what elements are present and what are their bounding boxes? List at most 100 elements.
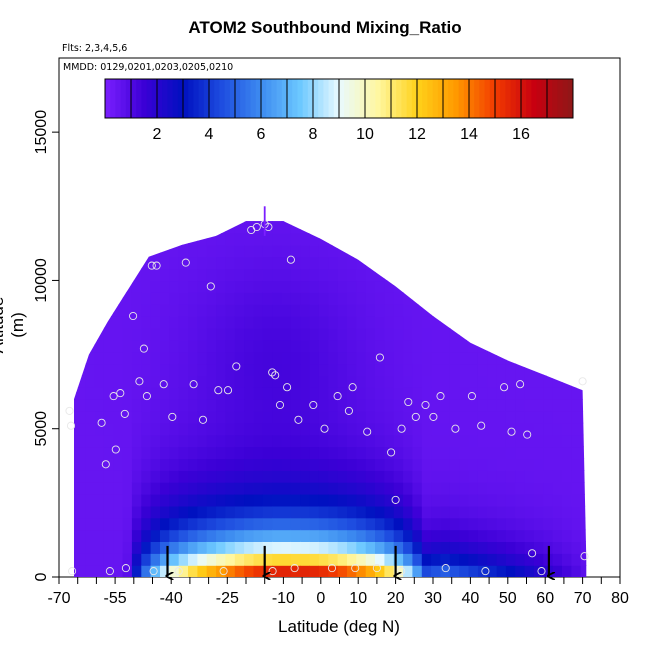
sample-point (421, 400, 430, 410)
heat-cell (477, 541, 488, 554)
heat-cell (534, 339, 544, 353)
heat-cell (356, 304, 367, 317)
heat-cell (216, 363, 226, 376)
heat-cell (74, 363, 77, 376)
sample-point (135, 377, 144, 386)
heat-cell (580, 482, 587, 495)
heat-cell (543, 375, 554, 388)
y-tick-label: 5000 (33, 411, 50, 447)
heat-cell (440, 221, 451, 234)
heat-cell (74, 375, 77, 388)
heat-cell (216, 446, 226, 459)
heat-cell (169, 339, 180, 353)
heat-cell (347, 387, 357, 400)
sample-point (309, 400, 318, 410)
heat-cell (403, 505, 414, 519)
heat-cell (384, 458, 395, 471)
heat-cell (169, 327, 180, 341)
heat-cell (421, 304, 432, 317)
heat-cell (281, 434, 292, 448)
heat-cell (131, 399, 142, 412)
heat-cell (150, 327, 161, 341)
heat-cell (262, 470, 273, 483)
heat-cell (318, 399, 329, 412)
heat-cell (449, 399, 460, 412)
heat-cell (234, 494, 245, 507)
heat-cell (197, 351, 208, 365)
heat-cell (468, 387, 479, 400)
heat-cell (393, 422, 404, 436)
heat-cell (347, 351, 357, 365)
heat-cell (225, 316, 236, 329)
colorbar-swatch (521, 79, 527, 118)
heat-cell (505, 565, 516, 577)
sample-point (147, 261, 156, 270)
heat-cell (449, 541, 460, 554)
heat-cell (412, 221, 423, 222)
heat-cell (515, 375, 526, 388)
heat-cell (178, 233, 189, 246)
heat-cell (543, 517, 554, 531)
heat-cell (543, 399, 554, 412)
heat-cell (188, 505, 198, 519)
heat-cell (356, 280, 367, 293)
heat-cell (290, 316, 301, 329)
heat-cell (365, 505, 376, 519)
heat-cell (103, 351, 114, 365)
heat-cell (131, 470, 142, 483)
heat-cell (347, 470, 357, 483)
heat-cell (318, 446, 329, 459)
heat-cell (216, 387, 226, 400)
heat-cell (552, 482, 563, 495)
heat-cell (524, 375, 535, 388)
heat-cell (496, 221, 507, 234)
heat-cell (515, 244, 526, 258)
heat-cell (534, 565, 544, 577)
heat-cell (384, 387, 395, 400)
heat-cell (515, 541, 526, 554)
heat-cell (328, 434, 339, 448)
colorbar-swatch (380, 79, 387, 118)
heat-cell (281, 494, 292, 507)
heat-cell (206, 399, 217, 412)
heat-cell (487, 541, 498, 554)
heat-cell (431, 375, 442, 388)
heat-cell (74, 505, 77, 519)
heat-cell (178, 517, 189, 531)
heat-cell (552, 470, 563, 483)
heat-cell (122, 339, 133, 353)
heat-cell (487, 505, 498, 519)
heat-cell (496, 494, 507, 507)
heat-cell (309, 268, 320, 282)
heat-cell (365, 339, 376, 353)
heat-cell (113, 553, 124, 566)
heat-cell (347, 565, 357, 577)
heat-cell (431, 351, 442, 365)
colorbar-tick-label: 16 (512, 126, 530, 143)
heat-cell (449, 221, 460, 222)
heat-cell (262, 565, 273, 577)
heat-cell (384, 280, 395, 293)
heat-cell (197, 565, 208, 577)
heat-cell (440, 399, 451, 412)
heat-cell (281, 304, 292, 317)
heat-cell (94, 446, 105, 459)
colorbar-swatch (349, 79, 356, 118)
colorbar-tick-label: 8 (309, 126, 318, 143)
colorbar-tick-label: 10 (356, 126, 374, 143)
heat-cell (562, 553, 572, 566)
heat-cell (562, 268, 572, 282)
heat-cell (477, 470, 488, 483)
heat-cell (85, 339, 96, 353)
heat-cell (449, 375, 460, 388)
heat-cell (300, 221, 311, 234)
heat-cell (188, 470, 198, 483)
heat-cell (496, 339, 507, 353)
heat-cell (337, 529, 348, 542)
heat-cell (562, 565, 572, 577)
heat-cell (440, 434, 451, 448)
heat-cell (234, 339, 245, 353)
heat-cell (328, 256, 339, 270)
heat-cell (244, 233, 255, 246)
heat-cell (290, 221, 301, 222)
